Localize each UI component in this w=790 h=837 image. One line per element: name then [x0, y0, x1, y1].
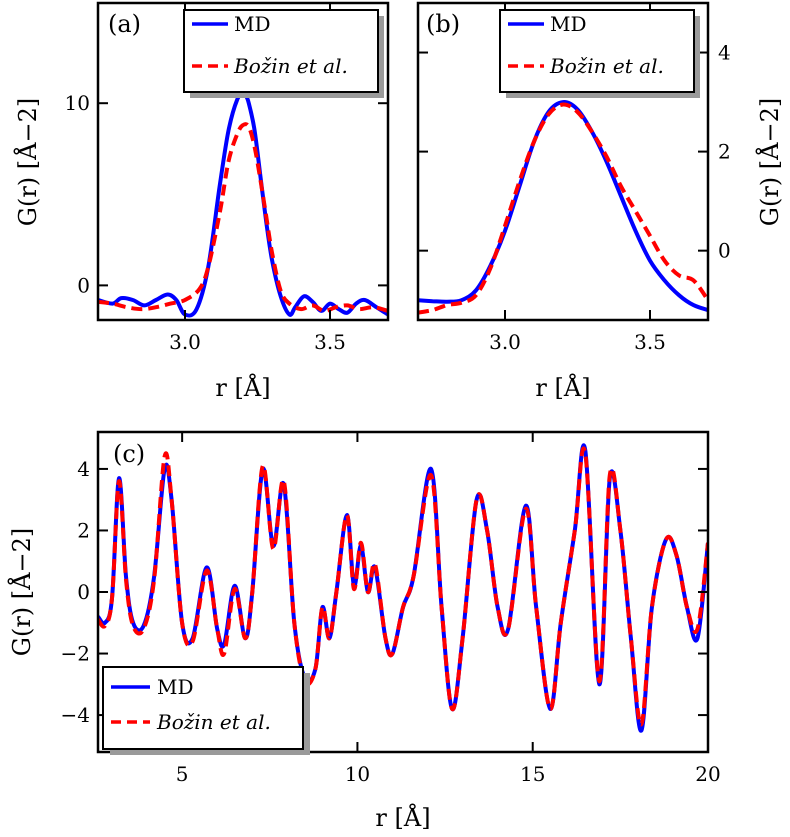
- panel-c-legend-md: MD: [157, 675, 194, 699]
- panel-b-ylabel: G(r) [Å−2]: [755, 98, 784, 226]
- panel-a-series-bozin-line: [98, 122, 388, 313]
- panel-b-ytick-label: 4: [718, 41, 731, 65]
- panel-b-frame: [416, 1, 710, 322]
- panel-c-ytick-label: −4: [61, 703, 90, 727]
- panel-b-xlabel: r [Å]: [535, 373, 590, 402]
- panel-c-ytick-label: −2: [61, 642, 90, 666]
- panel-a-legend-md: MD: [234, 12, 271, 36]
- panel-b-series-bozin-line: [418, 102, 708, 315]
- panel-b-series: [418, 100, 708, 315]
- panel-b-xtick-label: 3.0: [489, 330, 521, 354]
- panel-c-xtick-label: 5: [176, 762, 189, 786]
- panel-c-series-bozin-line: [98, 446, 708, 727]
- panel-a-legend: MD Božin et al.: [183, 9, 384, 98]
- panel-c-xlabel: r [Å]: [375, 803, 430, 832]
- panel-c-legend: MD Božin et al.: [102, 666, 310, 755]
- panel-a-xlabel: r [Å]: [215, 373, 270, 402]
- panel-a-series: [98, 91, 388, 318]
- panel-a-frame: [96, 1, 390, 322]
- panel-b-ticks: 3.0 3.5 0 2 4: [418, 3, 731, 354]
- panel-c: 5 10 15 20 −4 −2 0 2 4 (c) r [Å] G(r) [Å−2] MD B…: [7, 430, 721, 832]
- panel-a-xtick-label: 3.5: [314, 330, 346, 354]
- panel-a-legend-bozin: Božin et al.: [233, 54, 348, 78]
- panel-c-xtick-label: 20: [695, 762, 720, 786]
- panel-b-xtick-label: 3.5: [634, 330, 666, 354]
- panel-b: 3.0 3.5 0 2 4 (b) r [Å] G(r) [Å−2] MD Božin …: [416, 1, 784, 402]
- panel-a-xtick-label: 3.0: [169, 330, 201, 354]
- panel-a-label: (a): [108, 10, 141, 38]
- panel-c-series: [98, 443, 708, 733]
- panel-a: 3.0 3.5 0 10 (a) r [Å] G(r) [Å−2] MD Božin …: [13, 1, 390, 402]
- panel-a-ylabel: G(r) [Å−2]: [13, 98, 42, 226]
- panel-b-legend-md: MD: [550, 12, 587, 36]
- panel-c-label: (c): [113, 440, 145, 468]
- panel-c-ylabel: G(r) [Å−2]: [7, 528, 36, 656]
- panel-c-legend-box: [102, 666, 304, 750]
- panel-c-ytick-label: 4: [77, 457, 90, 481]
- panel-a-ytick-label: 0: [77, 273, 90, 297]
- panel-b-series-md-line: [418, 100, 708, 313]
- panel-c-ytick-label: 0: [77, 580, 90, 604]
- panel-b-legend: MD Božin et al.: [499, 9, 700, 98]
- panel-a-ytick-label: 10: [65, 91, 90, 115]
- panel-c-legend-bozin: Božin et al.: [156, 710, 271, 734]
- panel-a-ticks: 3.0 3.5 0 10: [65, 3, 388, 354]
- panel-c-xtick-label: 10: [345, 762, 370, 786]
- panel-b-ytick-label: 2: [718, 140, 731, 164]
- panel-b-ytick-label: 0: [718, 239, 731, 263]
- panel-b-legend-bozin: Božin et al.: [549, 54, 664, 78]
- panel-c-ytick-label: 2: [77, 518, 90, 542]
- panel-b-label: (b): [426, 10, 460, 38]
- panel-a-series-md-line: [98, 91, 388, 318]
- panel-c-xtick-label: 15: [520, 762, 545, 786]
